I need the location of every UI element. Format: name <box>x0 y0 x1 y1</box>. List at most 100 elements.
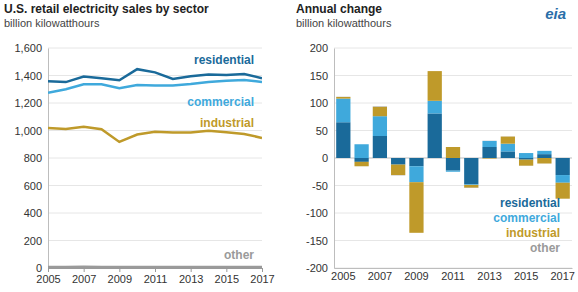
tick-label: 2009 <box>404 270 428 282</box>
bar <box>391 158 405 159</box>
x-axis: 2005200720092011201320152017 <box>36 268 274 285</box>
tick-label: 2015 <box>514 270 538 282</box>
tick: 1,600 <box>14 42 48 54</box>
bar <box>428 101 442 114</box>
grid-line <box>48 185 262 186</box>
tick: 600 <box>24 180 48 192</box>
bar <box>482 140 496 141</box>
bar <box>373 116 387 136</box>
grid-line <box>334 185 572 186</box>
plot-area <box>336 71 570 233</box>
legend-entry: industrial <box>506 226 560 240</box>
bar <box>446 158 460 171</box>
tick: 1,400 <box>14 70 48 82</box>
tick-label: 50 <box>316 125 328 137</box>
bar <box>482 147 496 158</box>
tick-label: -50 <box>312 180 328 192</box>
tick: 2009 <box>404 268 428 282</box>
bar <box>464 185 478 188</box>
tick-mark <box>84 268 85 272</box>
bar <box>519 165 533 166</box>
legend: residentialcommercialindustrialother <box>493 196 560 255</box>
tick: 200 <box>310 42 334 54</box>
title: U.S. retail electricity sales by sector <box>4 2 209 16</box>
bar <box>336 99 350 123</box>
series-label: other <box>224 248 254 262</box>
tick: 2011 <box>144 268 168 285</box>
bar <box>446 171 460 172</box>
subtitle: billion kilowatthours <box>296 17 392 29</box>
bar <box>464 187 478 188</box>
tick: 200 <box>24 235 48 247</box>
tick-label: 200 <box>24 235 42 247</box>
tick: -200 <box>306 262 334 274</box>
bar <box>391 165 405 175</box>
tick: 2015 <box>215 268 239 285</box>
bar <box>556 175 570 183</box>
tick-label: 600 <box>24 180 42 192</box>
title: Annual change <box>296 2 382 16</box>
tick-label: -100 <box>306 207 328 219</box>
tick: 2017 <box>250 268 274 285</box>
axis-line <box>334 49 335 269</box>
chart-canvas: eia U.S. retail electricity sales by sect… <box>0 0 578 292</box>
bar <box>556 158 570 159</box>
tick-label: 1,000 <box>14 125 42 137</box>
tick: 2007 <box>72 268 96 285</box>
grid-line <box>48 240 262 241</box>
subtitle: billion kilowatthours <box>4 17 100 29</box>
tick: 0 <box>322 152 334 164</box>
tick: 2015 <box>514 268 538 282</box>
tick: 2007 <box>368 268 392 282</box>
tick-label: 2013 <box>477 270 501 282</box>
legend-entry: residential <box>500 196 560 210</box>
tick: 1,200 <box>14 97 48 109</box>
bar <box>354 158 368 162</box>
bar <box>409 166 423 182</box>
bar <box>373 106 387 107</box>
bar <box>537 158 551 164</box>
bar <box>354 166 368 167</box>
legend-entry: other <box>530 241 560 255</box>
tick: 2005 <box>36 268 60 285</box>
bar <box>537 151 551 154</box>
bar <box>519 160 533 166</box>
x-axis: 2005200720092011201320152017 <box>331 268 575 282</box>
tick-label: 2007 <box>368 270 392 282</box>
tick-label: 2007 <box>72 273 96 285</box>
tick: -150 <box>306 235 334 247</box>
logo: eia <box>545 5 566 22</box>
tick-label: 400 <box>24 207 42 219</box>
tick-mark <box>262 268 263 272</box>
bar <box>428 158 442 159</box>
tick-label: 150 <box>310 70 328 82</box>
bar <box>446 147 460 158</box>
grid-line <box>48 213 262 214</box>
legend-entry: commercial <box>493 211 560 225</box>
tick-label: 2011 <box>441 270 465 282</box>
grid <box>48 48 262 268</box>
y-axis: 02004006008001,0001,2001,4001,600 <box>14 42 48 274</box>
bar <box>537 163 551 164</box>
bar <box>537 154 551 158</box>
grid-line <box>334 103 572 104</box>
line <box>48 80 262 93</box>
bar <box>409 158 423 166</box>
tick-label: 100 <box>310 97 328 109</box>
bar <box>373 107 387 116</box>
tick-label: 1,200 <box>14 97 42 109</box>
bar <box>354 144 368 158</box>
tick-label: 2011 <box>144 273 168 285</box>
tick: 150 <box>310 70 334 82</box>
tick-label: 2005 <box>331 270 355 282</box>
y-axis: -200 -150 -100 -50 0 50 100 150 200 <box>306 42 335 274</box>
grid-line <box>334 75 572 76</box>
bar <box>482 141 496 147</box>
tick: 400 <box>24 207 48 219</box>
tick-label: 200 <box>310 42 328 54</box>
bar <box>501 136 515 137</box>
tick: 800 <box>24 152 48 164</box>
tick-label: 1,600 <box>14 42 42 54</box>
grid-line <box>48 48 262 49</box>
bar <box>446 158 460 159</box>
